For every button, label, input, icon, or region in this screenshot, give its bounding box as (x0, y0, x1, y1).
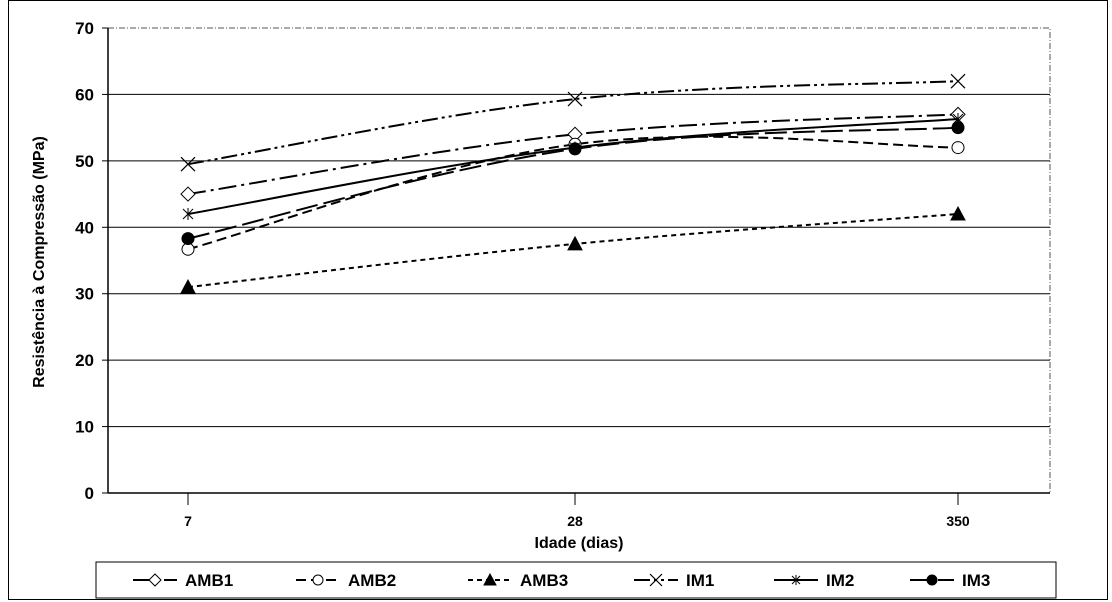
legend-box (95, 561, 1057, 599)
data-point-im3 (181, 232, 195, 246)
data-point-im1 (950, 73, 966, 89)
legend-marker-im3 (926, 574, 938, 586)
legend-marker-amb1 (148, 573, 162, 587)
legend-label-im3: IM3 (962, 571, 990, 590)
legend-label-im2: IM2 (826, 571, 854, 590)
series-line-amb3 (187, 213, 959, 289)
x-tick-label: 28 (567, 513, 583, 529)
y-tick-label: 10 (75, 418, 94, 437)
data-point-im2 (182, 208, 194, 220)
data-point-im1 (180, 156, 196, 172)
series-line-amb2 (187, 135, 959, 251)
y-tick-label: 70 (75, 19, 94, 38)
data-point-im3 (951, 121, 965, 135)
legend-label-amb2: AMB2 (348, 571, 396, 590)
y-tick-label: 60 (75, 85, 94, 104)
legend-label-amb3: AMB3 (520, 571, 568, 590)
legend-label-im1: IM1 (686, 571, 714, 590)
data-point-im1 (567, 91, 583, 107)
data-point-amb3 (180, 279, 196, 294)
y-tick-label: 30 (75, 285, 94, 304)
y-tick-label: 40 (75, 218, 94, 237)
legend-marker-im1 (649, 573, 663, 587)
y-tick-label: 20 (75, 351, 94, 370)
series-line-amb1 (187, 113, 959, 196)
legend-label-amb1: AMB1 (185, 571, 233, 590)
y-axis-title: Resistência à Compressão (MPa) (31, 136, 48, 388)
data-point-amb1 (180, 186, 196, 202)
x-tick-label: 350 (946, 513, 970, 529)
y-tick-label: 50 (75, 152, 94, 171)
legend-marker-im2 (791, 575, 801, 585)
data-point-amb3 (950, 205, 966, 221)
x-tick-label: 7 (184, 513, 192, 529)
data-point-im3 (568, 142, 582, 156)
series-line-im1 (187, 80, 959, 166)
data-point-amb3 (567, 235, 583, 251)
legend-marker-amb2 (312, 574, 324, 586)
chart-frame (8, 0, 1108, 600)
x-axis-title: Idade (dias) (535, 535, 624, 552)
legend-marker-amb3 (483, 572, 497, 586)
data-point-amb2 (951, 141, 965, 155)
y-tick-label: 0 (85, 484, 94, 503)
